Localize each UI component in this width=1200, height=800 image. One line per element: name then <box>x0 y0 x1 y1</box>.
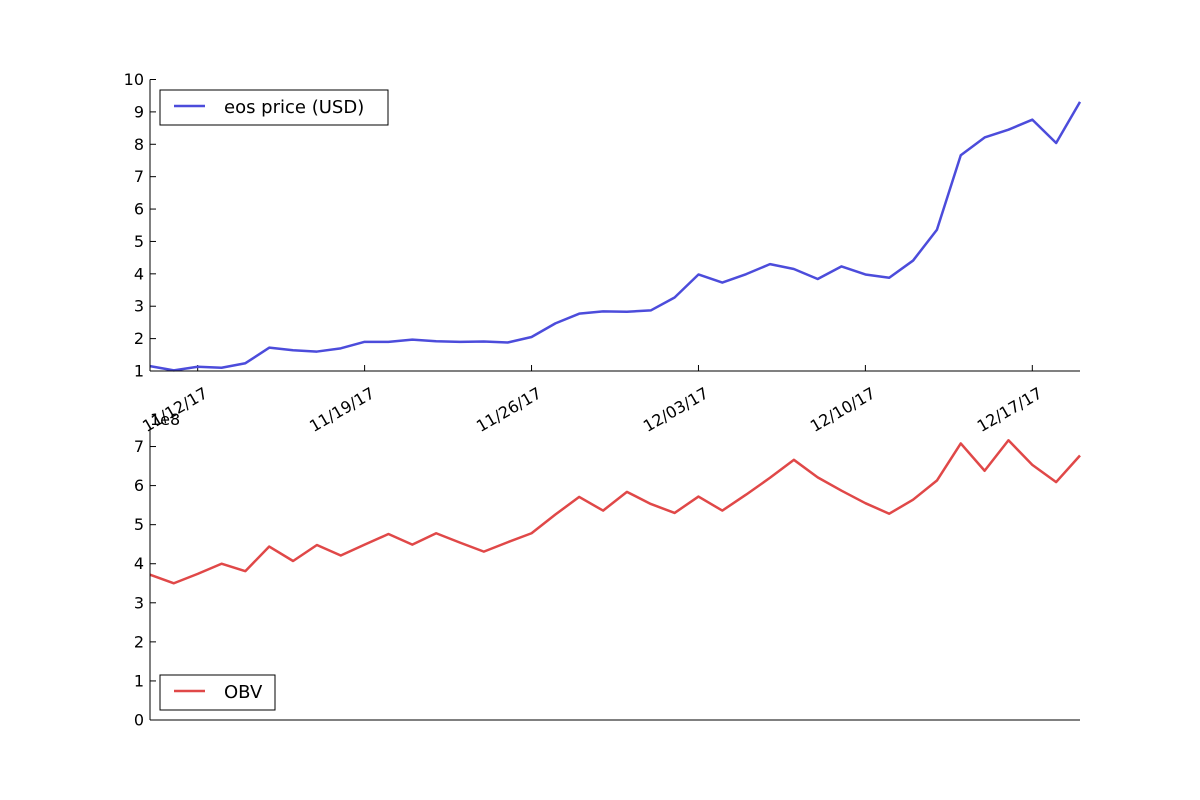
price-y-tick-label: 6 <box>134 200 144 219</box>
price-legend-label: eos price (USD) <box>224 97 364 118</box>
price-y-tick-label: 3 <box>134 297 144 316</box>
obv-y-tick-label: 7 <box>134 437 144 456</box>
obv-legend: OBV <box>159 674 276 711</box>
obv-y-tick-label: 2 <box>134 632 144 651</box>
obv-legend-label: OBV <box>224 682 263 703</box>
obv-y-tick-label: 0 <box>134 711 144 730</box>
price-y-tick-label: 10 <box>124 70 144 89</box>
price-y-axis-ticks: 1 2 3 4 5 6 7 8 9 10 <box>124 70 156 381</box>
price-y-tick-label: 2 <box>134 329 144 348</box>
obv-offset-label: 1e8 <box>150 410 180 429</box>
price-y-tick-label: 5 <box>134 232 144 251</box>
obv-y-tick-label: 6 <box>134 476 144 495</box>
obv-y-tick-label: 4 <box>134 554 144 573</box>
price-y-tick-label: 9 <box>134 102 144 121</box>
price-y-tick-label: 7 <box>134 167 144 186</box>
price-legend: eos price (USD) <box>159 89 389 126</box>
obv-y-axis-ticks: 0 1 2 3 4 5 6 7 <box>134 437 156 730</box>
price-y-tick-label: 1 <box>134 362 144 381</box>
price-y-tick-label: 8 <box>134 135 144 154</box>
price-series-line <box>149 101 1082 372</box>
price-y-tick-label: 4 <box>134 264 144 283</box>
obv-chart: 0 1 2 3 4 5 6 7 1e8 OBV <box>134 410 1081 730</box>
obv-y-tick-label: 3 <box>134 593 144 612</box>
obv-y-tick-label: 1 <box>134 671 144 690</box>
obv-series-line <box>149 439 1081 585</box>
obv-y-tick-label: 5 <box>134 515 144 534</box>
